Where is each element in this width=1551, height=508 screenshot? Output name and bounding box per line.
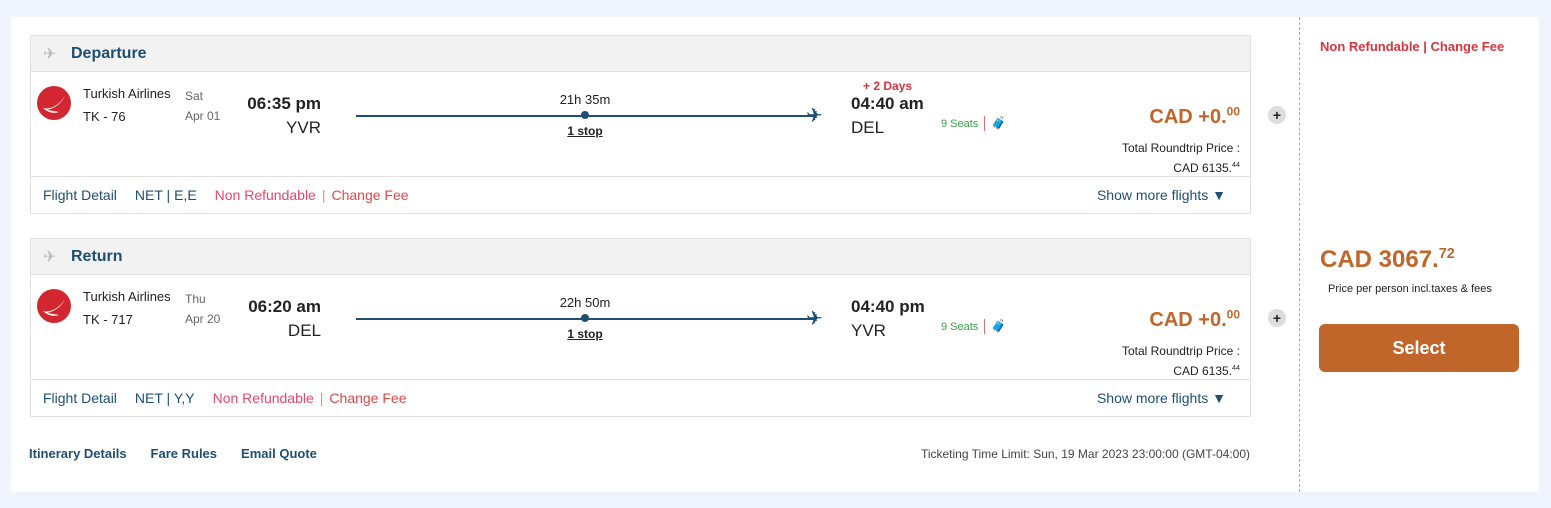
segment-footer: Flight Detail NET | Y,Y Non Refundable |…: [31, 380, 1250, 416]
total-roundtrip: Total Roundtrip Price : CAD 6135.44: [1122, 341, 1240, 381]
segment-body: Turkish Airlines TK - 717 Thu Apr 20 06:…: [31, 275, 1250, 380]
ticketing-time-limit: Ticketing Time Limit: Sun, 19 Mar 2023 2…: [920, 447, 1250, 461]
departure-airport: YVR: [286, 118, 321, 137]
plane-icon: ✈: [43, 45, 57, 63]
email-quote-link[interactable]: Email Quote: [241, 446, 317, 461]
itinerary-links: Itinerary Details Fare Rules Email Quote: [29, 446, 317, 461]
baggage-icon[interactable]: 🧳: [991, 319, 1006, 333]
change-fee-link[interactable]: Change Fee: [331, 187, 409, 203]
departure-time: 06:35 pm: [247, 94, 321, 113]
departure-airport: DEL: [287, 321, 321, 340]
flight-day: Sat: [185, 89, 204, 103]
itinerary-details-link[interactable]: Itinerary Details: [29, 446, 127, 461]
segment-header: ✈ Departure: [31, 36, 1250, 72]
plane-icon: ✈: [806, 105, 823, 127]
price-main: CAD +0.: [1149, 106, 1227, 128]
segment-header: ✈ Return: [31, 239, 1250, 275]
add-segment-button[interactable]: +: [1268, 106, 1286, 124]
airline-name: Turkish Airlines: [83, 86, 171, 101]
caret-down-icon: ▼: [1212, 187, 1226, 203]
total-main: CAD 6135.: [1173, 364, 1232, 378]
flight-segment: ✈ Return Turkish Airlines TK - 717 Thu A…: [30, 238, 1251, 417]
duration: 22h 50m: [559, 295, 611, 310]
total-decimal: 44: [1232, 160, 1240, 169]
flight-detail-link[interactable]: Flight Detail: [43, 390, 117, 406]
add-segment-button[interactable]: +: [1268, 309, 1286, 327]
price-note: Price per person incl.taxes & fees: [1328, 283, 1492, 295]
show-more-label: Show more flights: [1096, 187, 1209, 203]
flight-day: Thu: [185, 292, 206, 306]
arrival-time: 04:40 pm: [851, 297, 925, 316]
separator: [984, 319, 985, 334]
segment-price: CAD +0.00: [1149, 307, 1240, 332]
price-main: CAD +0.: [1149, 309, 1227, 331]
non-refundable-link[interactable]: Non Refundable: [214, 187, 316, 203]
plus-days: + 2 Days: [863, 79, 913, 93]
total-main: CAD 6135.: [1173, 161, 1232, 175]
stops-link[interactable]: 1 stop: [567, 327, 603, 341]
flight-result-card: ✈ Departure Turkish Airlines TK - 76 Sat…: [11, 17, 1539, 492]
separator: |: [321, 187, 326, 203]
arrival-airport: DEL: [851, 118, 885, 137]
segment-price: CAD +0.00: [1149, 104, 1240, 129]
divider: [1299, 17, 1300, 492]
select-button[interactable]: Select: [1319, 324, 1519, 372]
price-decimal: 00: [1226, 307, 1240, 322]
airline-logo: [37, 86, 71, 120]
seats-available: 9 Seats: [941, 118, 979, 130]
segment-title: Return: [71, 247, 123, 265]
segment-title: Departure: [71, 44, 147, 62]
stop-dot: [581, 111, 589, 119]
seats-available: 9 Seats: [941, 321, 979, 333]
fare-class: NET | Y,Y: [134, 390, 195, 406]
show-more-flights[interactable]: Show more flights ▼: [1097, 187, 1226, 203]
arrival-airport: YVR: [851, 321, 886, 340]
plane-icon: ✈: [806, 308, 823, 330]
segment-body: Turkish Airlines TK - 76 Sat Apr 01 06:3…: [31, 72, 1250, 177]
caret-down-icon: ▼: [1212, 390, 1226, 406]
show-more-label: Show more flights: [1096, 390, 1209, 406]
airline-name: Turkish Airlines: [83, 289, 171, 304]
price-main: CAD 3067.: [1320, 246, 1439, 273]
stop-dot: [581, 314, 589, 322]
plane-icon: ✈: [43, 248, 57, 266]
baggage-icon[interactable]: 🧳: [991, 116, 1006, 130]
total-label: Total Roundtrip Price :: [1121, 344, 1240, 358]
change-fee-link[interactable]: Change Fee: [329, 390, 407, 406]
stops-link[interactable]: 1 stop: [567, 124, 603, 138]
total-price: CAD 3067.72: [1320, 246, 1455, 274]
flight-date: Apr 20: [185, 312, 221, 326]
total-label: Total Roundtrip Price :: [1121, 141, 1240, 155]
airline-logo: [37, 289, 71, 323]
separator: |: [319, 390, 324, 406]
non-refundable-link[interactable]: Non Refundable: [212, 390, 314, 406]
segment-footer: Flight Detail NET | E,E Non Refundable |…: [31, 177, 1250, 213]
total-decimal: 44: [1232, 363, 1240, 372]
duration: 21h 35m: [559, 92, 611, 107]
separator: [984, 116, 985, 131]
flight-date: Apr 01: [185, 109, 221, 123]
flight-number: TK - 76: [83, 109, 126, 124]
fare-rules-link[interactable]: Fare Rules: [150, 446, 218, 461]
flight-segment: ✈ Departure Turkish Airlines TK - 76 Sat…: [30, 35, 1251, 214]
fare-class: NET | E,E: [134, 187, 197, 203]
arrival-time: 04:40 am: [851, 94, 924, 113]
flight-detail-link[interactable]: Flight Detail: [43, 187, 117, 203]
show-more-flights[interactable]: Show more flights ▼: [1097, 390, 1226, 406]
price-decimal: 72: [1438, 246, 1455, 262]
total-roundtrip: Total Roundtrip Price : CAD 6135.44: [1122, 138, 1240, 178]
flight-number: TK - 717: [83, 312, 133, 327]
fare-policy: Non Refundable | Change Fee: [1320, 39, 1505, 54]
price-decimal: 00: [1226, 104, 1240, 119]
departure-time: 06:20 am: [248, 297, 321, 316]
